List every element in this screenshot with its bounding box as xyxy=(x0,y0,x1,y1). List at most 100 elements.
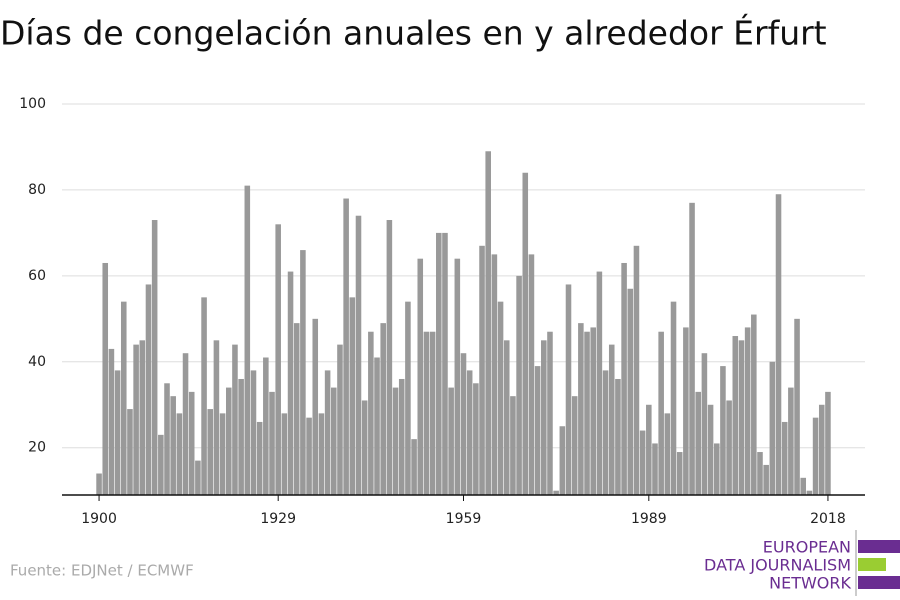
logo-bar xyxy=(858,540,900,553)
bar xyxy=(522,172,529,495)
bar xyxy=(225,387,232,495)
bar xyxy=(812,417,819,495)
bar xyxy=(164,383,170,495)
bar xyxy=(386,220,393,495)
bar xyxy=(670,301,677,495)
bar xyxy=(744,327,751,495)
bar xyxy=(250,370,257,495)
bar xyxy=(411,439,417,495)
bar xyxy=(547,331,553,495)
bar xyxy=(145,284,152,495)
bar xyxy=(658,331,664,495)
bar xyxy=(633,245,640,495)
bar xyxy=(170,396,176,495)
bar xyxy=(238,378,244,495)
chart-title: Días de congelación anuales en y alreded… xyxy=(0,13,827,53)
bar xyxy=(751,314,757,495)
bar xyxy=(201,297,207,495)
bar xyxy=(646,404,652,495)
bar xyxy=(318,413,325,495)
bar xyxy=(541,340,547,495)
bar xyxy=(466,370,473,495)
bar xyxy=(392,387,399,495)
y-tick-label: 80 xyxy=(28,182,46,198)
x-tick-label: 1900 xyxy=(81,511,117,527)
x-tick-label: 1989 xyxy=(631,511,667,527)
bar xyxy=(590,327,596,495)
bar xyxy=(324,370,331,495)
bar xyxy=(417,258,424,495)
logo-text: NETWORK xyxy=(769,574,851,593)
bar xyxy=(429,331,436,495)
bar xyxy=(306,417,312,495)
bar xyxy=(757,452,763,495)
bar xyxy=(405,301,411,495)
bar xyxy=(497,301,504,495)
bar xyxy=(300,250,306,495)
bar xyxy=(133,344,139,495)
bar xyxy=(485,151,491,495)
bar xyxy=(825,391,831,495)
y-tick-label: 40 xyxy=(28,354,46,370)
bar xyxy=(361,400,368,495)
logo-text: EUROPEAN xyxy=(763,538,851,557)
bar xyxy=(689,202,695,496)
bar xyxy=(510,396,516,495)
bar xyxy=(491,254,498,495)
source: Fuente: EDJNet / ECMWF xyxy=(10,562,194,580)
bar xyxy=(263,357,269,495)
bar xyxy=(806,490,813,495)
bar xyxy=(726,400,732,495)
bar xyxy=(312,318,319,495)
bar xyxy=(275,224,281,496)
bar xyxy=(195,460,201,495)
bar xyxy=(596,271,603,495)
bar xyxy=(287,271,294,495)
bar xyxy=(571,396,578,495)
logo-text: DATA JOURNALISM xyxy=(704,556,851,575)
bar xyxy=(398,378,405,495)
bar xyxy=(139,340,146,495)
bar xyxy=(608,344,615,495)
bar xyxy=(158,434,164,495)
bar xyxy=(343,198,349,495)
bar xyxy=(182,353,189,495)
bar xyxy=(269,391,275,495)
bar xyxy=(602,370,609,495)
bar xyxy=(337,344,343,495)
bar xyxy=(454,258,461,495)
bar xyxy=(720,366,726,495)
x-tick-label: 2018 xyxy=(810,511,846,527)
bar xyxy=(331,387,337,495)
logo: EUROPEAN DATA JOURNALISM NETWORK xyxy=(704,530,900,596)
bar xyxy=(349,297,356,495)
bar xyxy=(188,391,195,495)
bar xyxy=(800,477,807,495)
bar xyxy=(683,327,689,495)
bar xyxy=(151,220,158,495)
bar xyxy=(114,370,121,495)
bar xyxy=(479,245,485,495)
bar xyxy=(380,323,386,495)
bar xyxy=(368,331,374,495)
bar xyxy=(565,284,572,495)
y-tick-label: 100 xyxy=(19,96,46,112)
bar xyxy=(775,194,782,495)
bar xyxy=(436,232,442,495)
y-tick-label: 20 xyxy=(28,440,46,456)
bar xyxy=(281,413,288,495)
bar xyxy=(578,323,584,495)
bar xyxy=(219,413,226,495)
bar xyxy=(176,413,183,495)
bar xyxy=(127,409,133,495)
bar xyxy=(528,254,535,495)
bar xyxy=(676,452,683,495)
bar xyxy=(213,340,220,495)
bar xyxy=(713,443,720,495)
bar xyxy=(442,232,448,495)
bar xyxy=(664,413,671,495)
bar xyxy=(639,430,646,495)
bar xyxy=(559,426,566,495)
y-tick-label: 60 xyxy=(28,268,46,284)
